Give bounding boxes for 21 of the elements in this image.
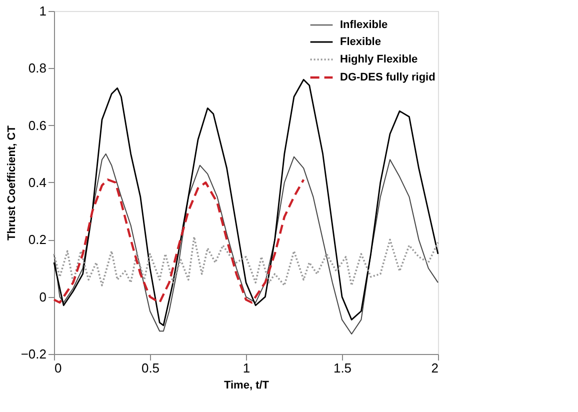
- legend-label: DG-DES fully rigid: [340, 72, 436, 84]
- y-tick-label: 0.6: [28, 118, 46, 133]
- y-tick-label: 0.8: [28, 60, 46, 76]
- line-series: [54, 153, 438, 334]
- y-tick-label: 0.2: [28, 232, 46, 248]
- x-tick-label: 2: [431, 360, 438, 376]
- y-axis-title: Thrust Coefficient, CT: [6, 125, 18, 240]
- y-tick-label: −0.2: [20, 346, 46, 362]
- line-series: [52, 178, 305, 304]
- line-series: [53, 236, 439, 286]
- legend-label: Highly Flexible: [340, 54, 418, 66]
- legend-label: Flexible: [340, 36, 381, 48]
- y-tick-label: 1: [39, 4, 46, 18]
- x-axis-title: Time, t/T: [224, 380, 270, 392]
- x-tick-label: 0.5: [141, 360, 160, 376]
- y-tick-label: 0: [39, 289, 46, 304]
- x-tick-label: 1: [242, 360, 250, 376]
- y-tick-label: 0.4: [28, 175, 46, 190]
- x-tick-label: 0: [54, 360, 62, 376]
- x-tick-label: 1.5: [333, 360, 352, 376]
- legend-label: Inflexible: [340, 19, 388, 31]
